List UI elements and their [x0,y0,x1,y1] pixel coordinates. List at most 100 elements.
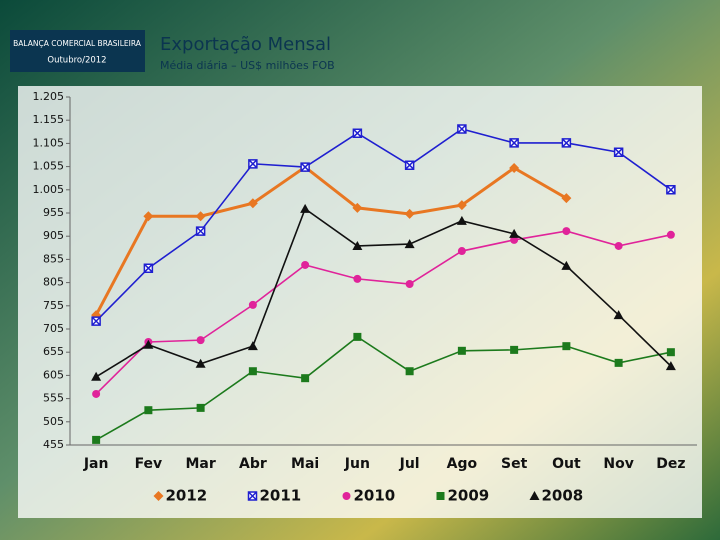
series-line [94,165,568,316]
marker [301,260,310,269]
marker [562,342,571,351]
legend-label: 2011 [260,487,302,505]
x-tick-label: Jan [83,456,109,472]
legend-label: 2008 [542,487,584,505]
marker [247,341,258,351]
y-tick-label: 855 [43,252,64,265]
marker [457,124,467,134]
marker [248,159,258,169]
y-tick-label: 955 [43,206,64,219]
x-tick-label: Nov [603,456,633,472]
marker [404,208,415,219]
x-tick-label: Jun [344,456,370,472]
marker [195,358,206,368]
legend-label: 2009 [448,487,490,505]
series-line [95,335,672,441]
y-tick-label: 1.205 [33,90,65,103]
marker [509,228,520,238]
marker [510,345,519,354]
marker [561,260,572,270]
y-tick-label: 655 [43,345,64,358]
marker [613,310,624,320]
marker [143,263,154,273]
marker [614,241,623,250]
plot-panel [18,86,702,518]
legend-swatch [342,492,351,500]
y-tick-label: 905 [43,229,64,242]
marker [561,193,572,204]
marker [144,406,153,415]
x-tick-label: Mai [291,456,319,472]
x-tick-label: Abr [239,456,267,472]
y-tick-label: 555 [43,392,64,405]
marker [352,128,363,138]
y-tick-label: 705 [43,322,64,335]
legend-label: 2012 [166,487,208,505]
marker [143,339,154,349]
marker [457,247,466,256]
chart-subtitle: Média diária – US$ milhões FOB [160,59,335,72]
marker [666,348,675,357]
marker [353,332,362,341]
y-tick-label: 1.005 [33,183,65,196]
marker [665,361,676,371]
marker [404,160,415,170]
marker [562,227,571,236]
header-box [10,30,145,72]
legend-swatch [436,492,445,500]
y-tick-label: 455 [43,438,64,451]
series-line [95,230,672,395]
legend-swatch [153,491,164,501]
marker [666,185,676,195]
marker [561,138,572,148]
y-tick-label: 1.055 [33,160,65,173]
marker [614,358,623,367]
marker [352,240,363,250]
marker [91,316,101,326]
marker [405,279,414,288]
x-tick-label: Out [552,456,581,472]
chart-title: Exportação Mensal [160,34,331,55]
y-tick-label: 1.105 [33,136,65,149]
marker [248,300,257,309]
marker [457,346,466,355]
marker [196,403,205,412]
marker [613,147,624,157]
legend-label: 2010 [354,487,396,505]
marker [510,235,519,244]
marker [509,162,520,173]
y-tick-label: 805 [43,276,64,289]
marker [247,198,258,209]
x-tick-label: Set [501,456,528,472]
x-tick-label: Ago [447,456,478,472]
y-tick-label: 505 [43,415,64,428]
marker [91,371,102,381]
marker [456,215,467,225]
x-tick-label: Fev [135,456,163,472]
x-tick-label: Dez [656,456,685,472]
legend-swatch [529,491,540,500]
legend-swatch [247,491,258,501]
marker [92,389,101,398]
marker [352,202,363,213]
marker [196,336,205,345]
y-tick-label: 755 [43,299,64,312]
series-line [95,128,672,322]
marker [456,200,467,211]
marker [248,367,257,376]
marker [405,367,414,376]
marker [300,162,310,172]
x-tick-label: Mar [185,456,215,472]
marker [143,211,154,222]
org-label: BALANÇA COMERCIAL BRASILEIRA [13,39,142,48]
marker [404,239,415,249]
marker [195,211,206,222]
y-tick-label: 605 [43,368,64,381]
date-label: Outubro/2012 [47,56,106,66]
marker [301,374,310,383]
marker [300,203,311,213]
series-line [95,207,672,378]
x-tick-label: Jul [399,456,420,472]
